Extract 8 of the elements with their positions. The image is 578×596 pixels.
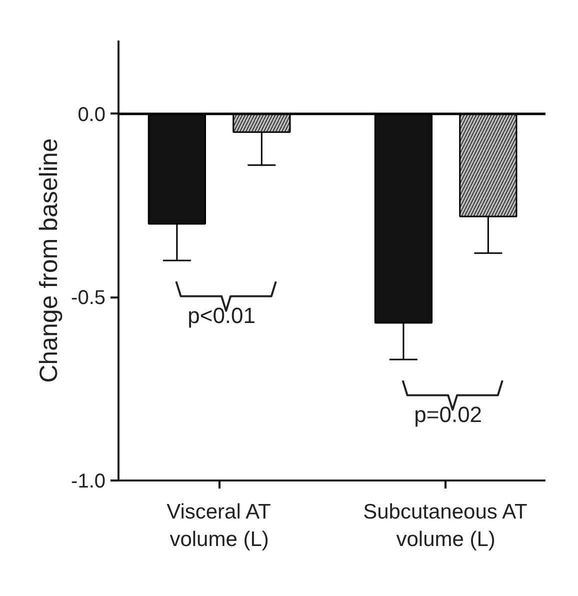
y-axis-title: Change from baseline bbox=[35, 138, 64, 383]
annotation: p<0.01 bbox=[188, 303, 256, 328]
y-tick-label: 0.0 bbox=[78, 104, 106, 126]
y-tick-label: -1.0 bbox=[71, 470, 106, 492]
x-tick-label: Visceral AT volume (L) bbox=[166, 500, 272, 552]
annotation: p=0.02 bbox=[414, 402, 482, 427]
x-tick-label: Subcutaneous AT volume (L) bbox=[363, 500, 528, 552]
y-tick-label: -0.5 bbox=[71, 287, 106, 310]
